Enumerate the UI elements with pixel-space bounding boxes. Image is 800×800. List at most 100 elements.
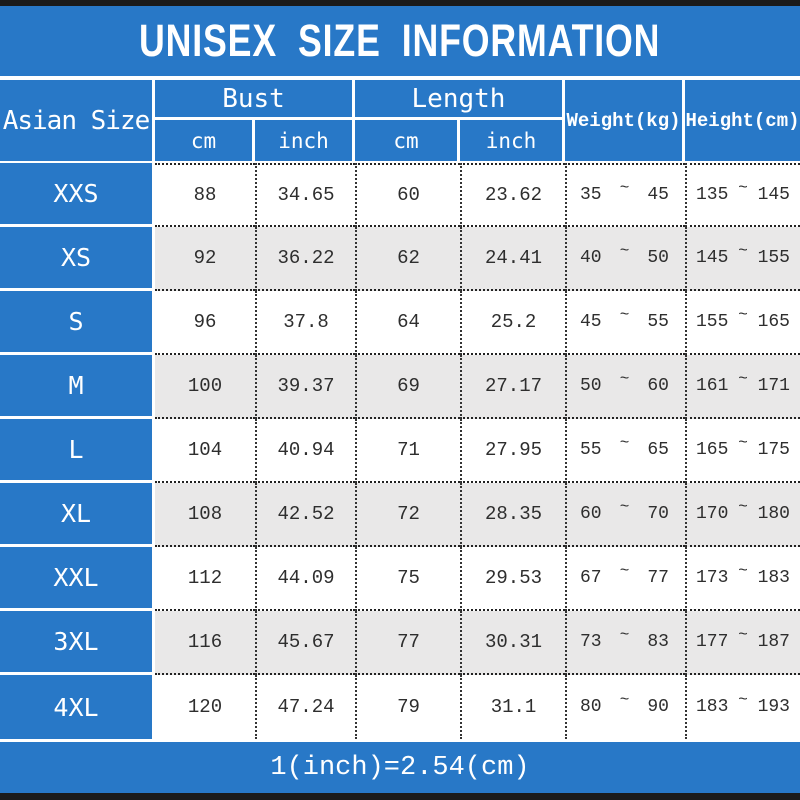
header-bust-inch: inch (255, 120, 355, 161)
height-range-cell: 165 ~ 175 (685, 419, 800, 483)
length-inch-cell: 29.53 (460, 547, 565, 611)
weight-max: 65 (647, 440, 669, 460)
table-row: S 96 37.8 64 25.2 45 ~ 55 155 ~ 165 (0, 291, 800, 355)
weight-range-cell: 60 ~ 70 (565, 483, 685, 547)
size-label-cell: S (0, 291, 155, 355)
size-label-cell: 4XL (0, 675, 155, 739)
length-cm-cell: 77 (355, 611, 460, 675)
tilde-glyph: ~ (619, 498, 630, 516)
table-row: XL 108 42.52 72 28.35 60 ~ 70 170 ~ 180 (0, 483, 800, 547)
weight-range-cell: 35 ~ 45 (565, 163, 685, 227)
tilde-glyph: ~ (619, 434, 630, 452)
height-min: 155 (696, 312, 729, 332)
bust-inch-cell: 37.8 (255, 291, 355, 355)
body-footer-separator (0, 739, 800, 742)
length-inch-cell: 31.1 (460, 675, 565, 739)
height-min: 170 (696, 504, 729, 524)
table-row: XXS 88 34.65 60 23.62 35 ~ 45 135 ~ 145 (0, 163, 800, 227)
title-band: UNISEX SIZE INFORMATION (0, 6, 800, 76)
page-title: UNISEX SIZE INFORMATION (139, 15, 661, 66)
weight-range-cell: 40 ~ 50 (565, 227, 685, 291)
bust-cm-cell: 108 (155, 483, 255, 547)
size-label-cell: XXS (0, 163, 155, 227)
length-cm-cell: 75 (355, 547, 460, 611)
tilde-glyph: ~ (738, 626, 748, 644)
bust-cm-cell: 116 (155, 611, 255, 675)
weight-max: 70 (647, 504, 669, 524)
bust-inch-cell: 39.37 (255, 355, 355, 419)
length-inch-cell: 23.62 (460, 163, 565, 227)
height-max: 193 (757, 697, 790, 717)
header-weight-kg: Weight(kg) (565, 80, 685, 161)
height-max: 180 (757, 504, 790, 524)
length-inch-cell: 27.95 (460, 419, 565, 483)
length-cm-cell: 60 (355, 163, 460, 227)
height-min: 173 (696, 568, 729, 588)
weight-range-cell: 73 ~ 83 (565, 611, 685, 675)
bust-cm-cell: 100 (155, 355, 255, 419)
weight-min: 60 (580, 504, 602, 524)
length-inch-cell: 30.31 (460, 611, 565, 675)
tilde-glyph: ~ (738, 306, 748, 324)
height-range-cell: 173 ~ 183 (685, 547, 800, 611)
header-bust-cm: cm (155, 120, 255, 161)
tilde-glyph: ~ (738, 242, 748, 260)
height-range-cell: 183 ~ 193 (685, 675, 800, 739)
weight-range-cell: 55 ~ 65 (565, 419, 685, 483)
header-length-inch: inch (460, 120, 565, 161)
header-length-cm: cm (355, 120, 460, 161)
weight-max: 55 (647, 312, 669, 332)
title-separator (0, 76, 800, 80)
tilde-glyph: ~ (619, 626, 630, 644)
tilde-glyph: ~ (619, 691, 630, 709)
bust-inch-cell: 36.22 (255, 227, 355, 291)
height-max: 165 (757, 312, 790, 332)
tilde-glyph: ~ (738, 691, 748, 709)
height-max: 171 (757, 376, 790, 396)
weight-max: 90 (647, 697, 669, 717)
table-row: L 104 40.94 71 27.95 55 ~ 65 165 ~ 175 (0, 419, 800, 483)
weight-min: 73 (580, 632, 602, 652)
bust-inch-cell: 42.52 (255, 483, 355, 547)
height-min: 177 (696, 632, 729, 652)
header-bust: Bust (155, 80, 355, 120)
weight-min: 45 (580, 312, 602, 332)
header-length: Length (355, 80, 565, 120)
height-range-cell: 135 ~ 145 (685, 163, 800, 227)
bust-cm-cell: 92 (155, 227, 255, 291)
height-range-cell: 177 ~ 187 (685, 611, 800, 675)
bust-cm-cell: 96 (155, 291, 255, 355)
header-body-separator (0, 161, 800, 163)
height-min: 183 (696, 697, 729, 717)
weight-max: 83 (647, 632, 669, 652)
size-label-cell: XL (0, 483, 155, 547)
header-height-cm: Height(cm) (685, 80, 800, 161)
size-label-cell: M (0, 355, 155, 419)
bust-inch-cell: 44.09 (255, 547, 355, 611)
size-label-cell: 3XL (0, 611, 155, 675)
weight-max: 45 (647, 185, 669, 205)
bust-inch-cell: 45.67 (255, 611, 355, 675)
weight-min: 80 (580, 697, 602, 717)
table-row: XS 92 36.22 62 24.41 40 ~ 50 145 ~ 155 (0, 227, 800, 291)
height-min: 145 (696, 248, 729, 268)
length-cm-cell: 79 (355, 675, 460, 739)
size-label-cell: XS (0, 227, 155, 291)
height-min: 161 (696, 376, 729, 396)
height-max: 175 (757, 440, 790, 460)
weight-range-cell: 67 ~ 77 (565, 547, 685, 611)
length-inch-cell: 27.17 (460, 355, 565, 419)
weight-range-cell: 80 ~ 90 (565, 675, 685, 739)
height-max: 183 (757, 568, 790, 588)
tilde-glyph: ~ (619, 370, 630, 388)
table-row: 3XL 116 45.67 77 30.31 73 ~ 83 177 ~ 187 (0, 611, 800, 675)
conversion-note: 1(inch)=2.54(cm) (270, 752, 530, 783)
weight-min: 50 (580, 376, 602, 396)
weight-min: 40 (580, 248, 602, 268)
bottom-black-bar (0, 793, 800, 800)
bust-cm-cell: 112 (155, 547, 255, 611)
bust-cm-cell: 104 (155, 419, 255, 483)
bust-cm-cell: 120 (155, 675, 255, 739)
length-cm-cell: 64 (355, 291, 460, 355)
